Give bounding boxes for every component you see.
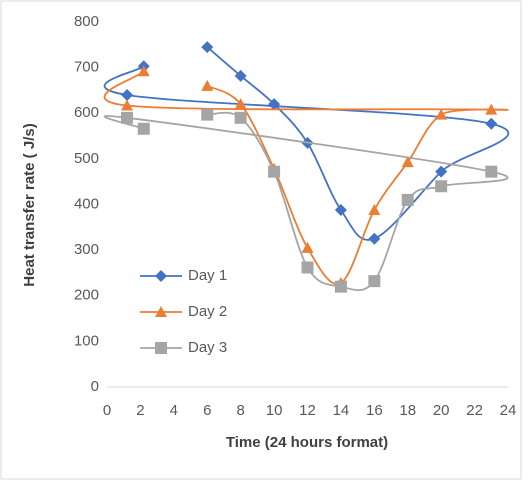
marker [368, 275, 381, 288]
y-tick-label: 300 [74, 241, 99, 258]
x-tick-label: 6 [203, 402, 211, 419]
y-tick-label: 600 [74, 104, 99, 121]
marker [201, 108, 214, 121]
marker [234, 98, 247, 110]
marker [301, 261, 314, 274]
x-tick-label: 4 [170, 402, 178, 419]
chart-border [0, 0, 522, 480]
y-axis-title: Heat transfer rate ( J/s) [21, 123, 38, 286]
marker [301, 241, 314, 253]
marker [435, 165, 448, 178]
marker [368, 232, 381, 245]
marker [268, 165, 281, 178]
x-tick-label: 20 [433, 402, 450, 419]
marker [401, 156, 414, 168]
legend-marker [155, 306, 167, 317]
marker [485, 165, 498, 178]
legend-marker [155, 342, 167, 354]
legend-marker [155, 270, 167, 282]
y-tick-label: 100 [74, 332, 99, 349]
x-tick-label: 0 [103, 402, 111, 419]
marker [435, 180, 448, 193]
marker [268, 98, 281, 111]
x-tick-label: 16 [366, 402, 383, 419]
y-tick-label: 800 [74, 13, 99, 30]
marker [234, 111, 247, 124]
y-tick-label: 400 [74, 195, 99, 212]
y-tick-label: 700 [74, 59, 99, 76]
y-tick-label: 0 [91, 378, 99, 395]
marker [201, 79, 214, 91]
x-tick-label: 12 [299, 402, 316, 419]
marker [401, 193, 414, 206]
y-tick-label: 200 [74, 287, 99, 304]
x-tick-label: 14 [333, 402, 350, 419]
marker [121, 89, 134, 101]
x-tick-label: 24 [500, 402, 517, 419]
x-tick-label: 18 [399, 402, 416, 419]
legend-label: Day 3 [188, 339, 227, 356]
marker [485, 103, 498, 115]
marker [137, 122, 150, 135]
marker [137, 65, 150, 77]
x-tick-label: 8 [236, 402, 244, 419]
marker [485, 117, 498, 130]
x-tick-label: 2 [136, 402, 144, 419]
marker [435, 108, 448, 120]
marker [368, 203, 381, 215]
marker [201, 41, 214, 54]
y-tick-label: 500 [74, 150, 99, 167]
x-axis-title: Time (24 hours format) [226, 434, 388, 451]
marker [334, 203, 347, 216]
marker [121, 111, 134, 124]
marker [334, 280, 347, 293]
x-tick-label: 10 [266, 402, 283, 419]
legend-label: Day 1 [188, 267, 227, 284]
legend-label: Day 2 [188, 303, 227, 320]
marker [234, 69, 247, 82]
x-tick-label: 22 [466, 402, 483, 419]
marker [121, 99, 134, 111]
